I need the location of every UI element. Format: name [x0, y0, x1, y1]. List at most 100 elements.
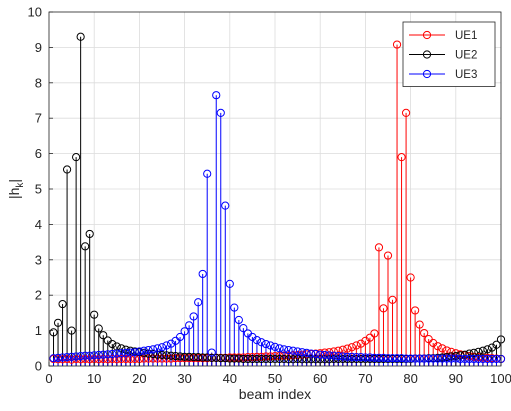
x-tick-label: 10	[87, 371, 101, 386]
stem-marker	[356, 353, 365, 362]
stem-marker	[279, 345, 289, 354]
stem-marker	[352, 353, 361, 362]
stem-marker	[379, 353, 388, 362]
y-tick-label: 2	[35, 288, 42, 303]
stem-marker	[352, 341, 361, 350]
stem-marker	[153, 344, 162, 353]
stem-marker	[121, 354, 130, 364]
legend-marker	[422, 30, 432, 40]
stem-marker	[424, 354, 433, 363]
stem-marker	[406, 273, 415, 282]
stem-marker	[189, 312, 198, 321]
stem-marker	[266, 352, 275, 361]
stem-marker	[239, 324, 248, 333]
y-tick-label: 10	[28, 5, 42, 20]
stem-marker	[334, 346, 343, 355]
stem-marker	[166, 339, 176, 348]
stem-marker	[198, 269, 207, 279]
stem-marker	[171, 354, 180, 363]
stem-marker	[166, 351, 176, 360]
stem-marker	[216, 354, 225, 363]
stem-marker	[347, 343, 356, 352]
stem-marker	[483, 354, 492, 364]
stem-marker	[347, 352, 356, 361]
stem-marker	[311, 355, 320, 364]
stem-marker	[203, 353, 212, 362]
stem-marker	[243, 354, 252, 364]
stem-marker	[447, 354, 456, 363]
stem-marker	[415, 354, 424, 363]
stem-marker	[153, 350, 162, 359]
stem-marker	[311, 349, 320, 359]
legend-marker	[422, 50, 432, 59]
stem-marker	[361, 353, 370, 362]
y-tick-label: 1	[35, 323, 42, 338]
stem-marker	[483, 345, 492, 354]
stem-marker	[212, 91, 221, 100]
stem-marker	[275, 354, 284, 364]
stem-marker	[257, 354, 266, 364]
stem-marker	[343, 354, 352, 364]
stem-marker	[117, 344, 126, 353]
stem-marker	[392, 40, 402, 49]
stem-marker	[144, 349, 153, 358]
stem-marker	[374, 243, 384, 252]
stem-marker	[157, 350, 167, 360]
stem-marker	[279, 354, 289, 364]
y-tick-label: 0	[35, 359, 42, 374]
stem-marker	[288, 355, 298, 364]
x-tick-label: 50	[268, 371, 282, 386]
stem-marker	[447, 352, 456, 361]
stem-marker	[248, 354, 257, 364]
stem-marker	[62, 353, 72, 362]
stem-marker	[162, 351, 171, 360]
stem-marker	[492, 354, 501, 364]
stem-marker	[474, 354, 483, 364]
stem-marker	[207, 353, 216, 362]
stem-marker	[162, 341, 171, 350]
stem-marker	[239, 354, 248, 364]
stem-marker	[365, 353, 375, 362]
stem-marker	[194, 353, 203, 362]
stem-marker	[492, 340, 501, 349]
stem-marker	[90, 351, 99, 360]
stem-marker	[275, 351, 284, 361]
stem-marker	[270, 351, 280, 361]
stem-marker	[144, 345, 153, 355]
stem-marker	[234, 354, 243, 363]
stem-marker	[221, 201, 230, 210]
legend-item-ue1: UE1	[409, 30, 477, 42]
stem-marker	[117, 354, 126, 364]
stem-marker	[103, 355, 112, 364]
stem-marker	[334, 351, 343, 361]
stem-marker	[397, 354, 406, 363]
stem-marker	[67, 352, 76, 361]
y-tick-label: 5	[35, 182, 42, 197]
stem-marker	[157, 343, 167, 352]
stem-marker	[72, 352, 81, 361]
stem-marker	[266, 354, 275, 364]
stem-marker	[230, 303, 239, 312]
stem-marker	[94, 324, 103, 333]
stem-marker	[270, 342, 280, 351]
y-axis-label-main: |h	[6, 188, 22, 199]
stem-marker	[144, 354, 153, 363]
stem-marker	[81, 351, 90, 360]
stem-marker	[257, 338, 266, 347]
stem-marker	[216, 108, 225, 117]
x-tick-label: 80	[403, 371, 417, 386]
stem-marker	[438, 344, 447, 353]
y-tick-label: 8	[35, 75, 42, 90]
stem-marker	[135, 347, 144, 356]
stem-marker	[411, 354, 420, 363]
stem-marker	[383, 354, 393, 363]
stem-marker	[343, 344, 352, 353]
stem-marker	[293, 350, 302, 360]
stem-marker	[338, 352, 347, 361]
stem-marker	[288, 346, 298, 355]
stem-marker	[99, 331, 108, 340]
stem-marker	[62, 165, 72, 174]
stem-marker	[343, 352, 352, 361]
legend-item-ue2: UE2	[409, 50, 477, 62]
